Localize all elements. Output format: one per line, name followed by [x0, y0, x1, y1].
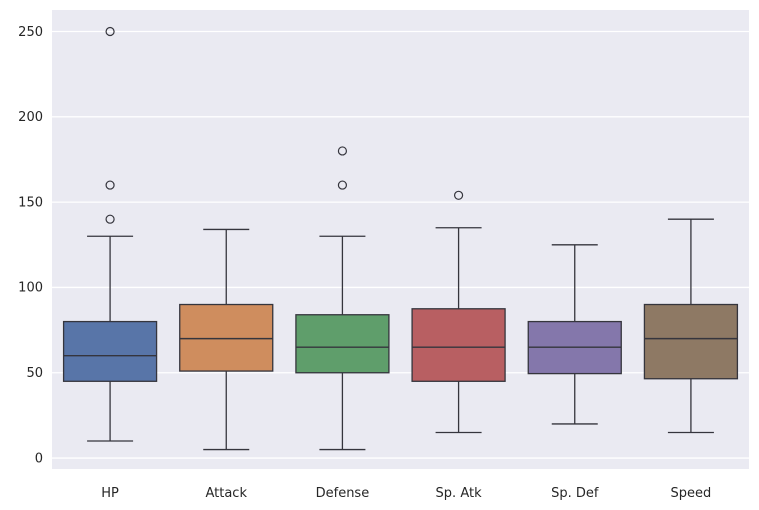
- outlier-point: [105, 214, 115, 224]
- x-tick-label: Defense: [316, 486, 370, 501]
- iqr-box: [179, 303, 274, 372]
- plot-area: [52, 10, 749, 469]
- iqr-box: [643, 303, 739, 380]
- iqr-box: [62, 320, 158, 382]
- outlier-point: [453, 190, 464, 200]
- box-group-hp: [62, 26, 158, 442]
- iqr-box: [295, 314, 390, 374]
- box-group-attack: [179, 228, 274, 451]
- y-tick-label: 50: [26, 366, 43, 381]
- y-tick-label: 200: [18, 110, 43, 125]
- x-tick-label: Speed: [671, 486, 712, 501]
- box-group-sp-def: [527, 244, 622, 425]
- y-tick-label: 150: [18, 195, 43, 210]
- outlier-point: [337, 146, 348, 156]
- iqr-box: [411, 308, 506, 382]
- y-tick-label: 250: [18, 25, 43, 40]
- x-tick-label: Sp. Atk: [436, 486, 483, 501]
- x-tick-label: HP: [101, 486, 119, 501]
- y-tick-label: 100: [18, 281, 43, 296]
- box-group-speed: [643, 218, 739, 434]
- box-group-defense: [295, 146, 390, 451]
- outlier-point: [105, 180, 115, 190]
- x-tick-label: Attack: [205, 486, 247, 501]
- outlier-point: [337, 180, 348, 190]
- x-tick-label: Sp. Def: [551, 486, 599, 501]
- box-group-sp-atk: [411, 190, 506, 434]
- outlier-point: [105, 26, 115, 37]
- y-tick-label: 0: [35, 451, 43, 466]
